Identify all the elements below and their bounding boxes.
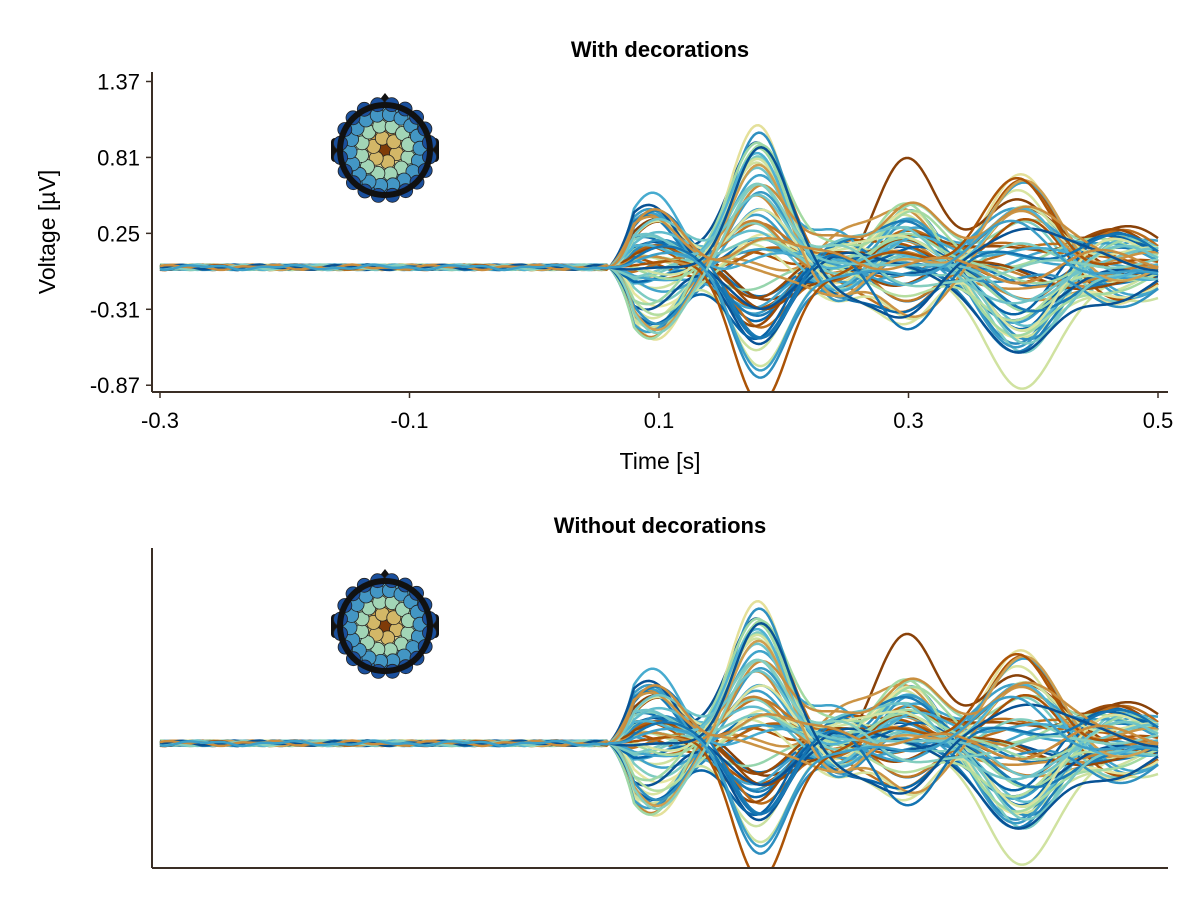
y-tick-label: -0.31 — [90, 297, 140, 322]
x-axis-label: Time [s] — [620, 448, 701, 474]
y-axis-label: Voltage [µV] — [34, 170, 60, 295]
series-group — [159, 600, 1159, 868]
channel-line — [159, 219, 1159, 372]
y-tick-label: 0.81 — [97, 145, 140, 170]
y-tick-label: -0.87 — [90, 373, 140, 398]
y-tick-label: 1.37 — [97, 69, 140, 94]
chart-title: Without decorations — [554, 513, 766, 538]
channel-line — [160, 622, 1159, 795]
chart-title: With decorations — [571, 37, 749, 62]
x-tick-label: -0.3 — [141, 408, 179, 433]
panel-without-decorations: Without decorations — [151, 513, 1168, 869]
series-group — [159, 124, 1159, 392]
channel-line — [159, 695, 1159, 848]
channel-line — [160, 146, 1159, 319]
channel-line — [160, 669, 1159, 778]
x-tick-label: 0.1 — [644, 408, 675, 433]
x-tick-label: -0.1 — [391, 408, 429, 433]
x-tick-label: 0.5 — [1143, 408, 1174, 433]
channel-line — [160, 193, 1159, 302]
x-tick-label: 0.3 — [893, 408, 924, 433]
topoplot-head-icon — [331, 569, 439, 679]
panel-with-decorations: With decorations -0.3 -0.1 0.1 0.3 0.5 -0.87 -0… — [34, 37, 1173, 474]
topoplot-head-icon — [331, 93, 439, 203]
y-tick-label: 0.25 — [97, 221, 140, 246]
